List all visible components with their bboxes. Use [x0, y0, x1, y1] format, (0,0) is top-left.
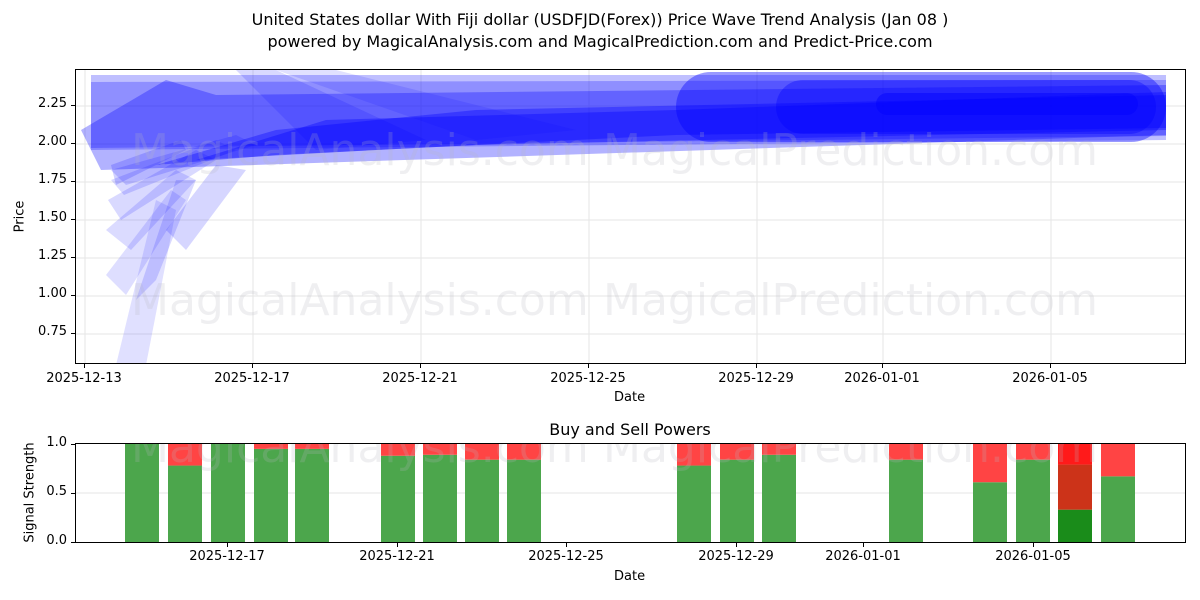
power-bar	[507, 444, 541, 542]
grid-lines	[76, 70, 1185, 363]
chart-title: United States dollar With Fiji dollar (U…	[251, 10, 949, 29]
x-tick: 2025-12-29	[718, 371, 794, 386]
x-tick: 2025-12-17	[189, 549, 265, 564]
y-tick: 1.00	[38, 286, 67, 301]
y-tick: 1.25	[38, 248, 67, 263]
price-wave-svg	[76, 70, 1185, 363]
power-bars-svg	[76, 444, 1185, 542]
x-tick: 2025-12-25	[550, 371, 626, 386]
y-tick: 1.75	[38, 172, 67, 187]
power-x-label: Date	[614, 569, 646, 584]
x-tick: 2025-12-21	[359, 549, 435, 564]
x-tick: 2025-12-21	[382, 371, 458, 386]
power-bar	[168, 444, 202, 542]
power-bar	[125, 444, 159, 542]
power-bar	[423, 444, 457, 542]
x-tick: 2025-12-17	[214, 371, 290, 386]
power-bar	[720, 444, 754, 542]
power-bar	[889, 444, 923, 542]
price-wave-plot: MagicalAnalysis.com MagicalPrediction.co…	[75, 69, 1186, 364]
y-tick: 0.0	[46, 533, 67, 548]
power-bar	[254, 444, 288, 542]
x-tick: 2026-01-05	[995, 549, 1071, 564]
power-bar	[677, 444, 711, 542]
x-tick: 2025-12-29	[698, 549, 774, 564]
power-bar	[762, 444, 796, 542]
power-bar	[381, 444, 415, 542]
x-tick: 2026-01-01	[825, 549, 901, 564]
power-chart-title: Buy and Sell Powers	[549, 420, 711, 439]
y-tick: 1.50	[38, 210, 67, 225]
y-tick: 2.25	[38, 96, 67, 111]
x-tick: 2025-12-25	[528, 549, 604, 564]
price-x-label: Date	[614, 390, 646, 405]
wave-end-cap	[676, 72, 1166, 142]
wave-main-bands	[81, 70, 1166, 170]
price-y-label: Price	[12, 200, 28, 233]
power-bar	[1058, 444, 1092, 542]
wave-fan-bands	[106, 135, 256, 363]
x-tick: 2025-12-13	[46, 371, 122, 386]
power-bar	[465, 444, 499, 542]
y-tick: 2.00	[38, 134, 67, 149]
y-tick: 0.5	[46, 484, 67, 499]
y-tick: 0.75	[38, 324, 67, 339]
x-tick: 2026-01-05	[1012, 371, 1088, 386]
x-tick: 2026-01-01	[844, 371, 920, 386]
power-bar	[211, 444, 245, 542]
power-bar	[973, 444, 1007, 542]
chart-subtitle: powered by MagicalAnalysis.com and Magic…	[267, 32, 933, 51]
power-bar	[1016, 444, 1050, 542]
power-bar	[295, 444, 329, 542]
power-y-label: Signal Strength	[22, 442, 38, 543]
y-tick: 1.0	[46, 435, 67, 450]
buy-sell-power-plot: MagicalAnalysis.com MagicalPrediction.co…	[75, 443, 1186, 543]
power-bar	[1101, 444, 1135, 542]
